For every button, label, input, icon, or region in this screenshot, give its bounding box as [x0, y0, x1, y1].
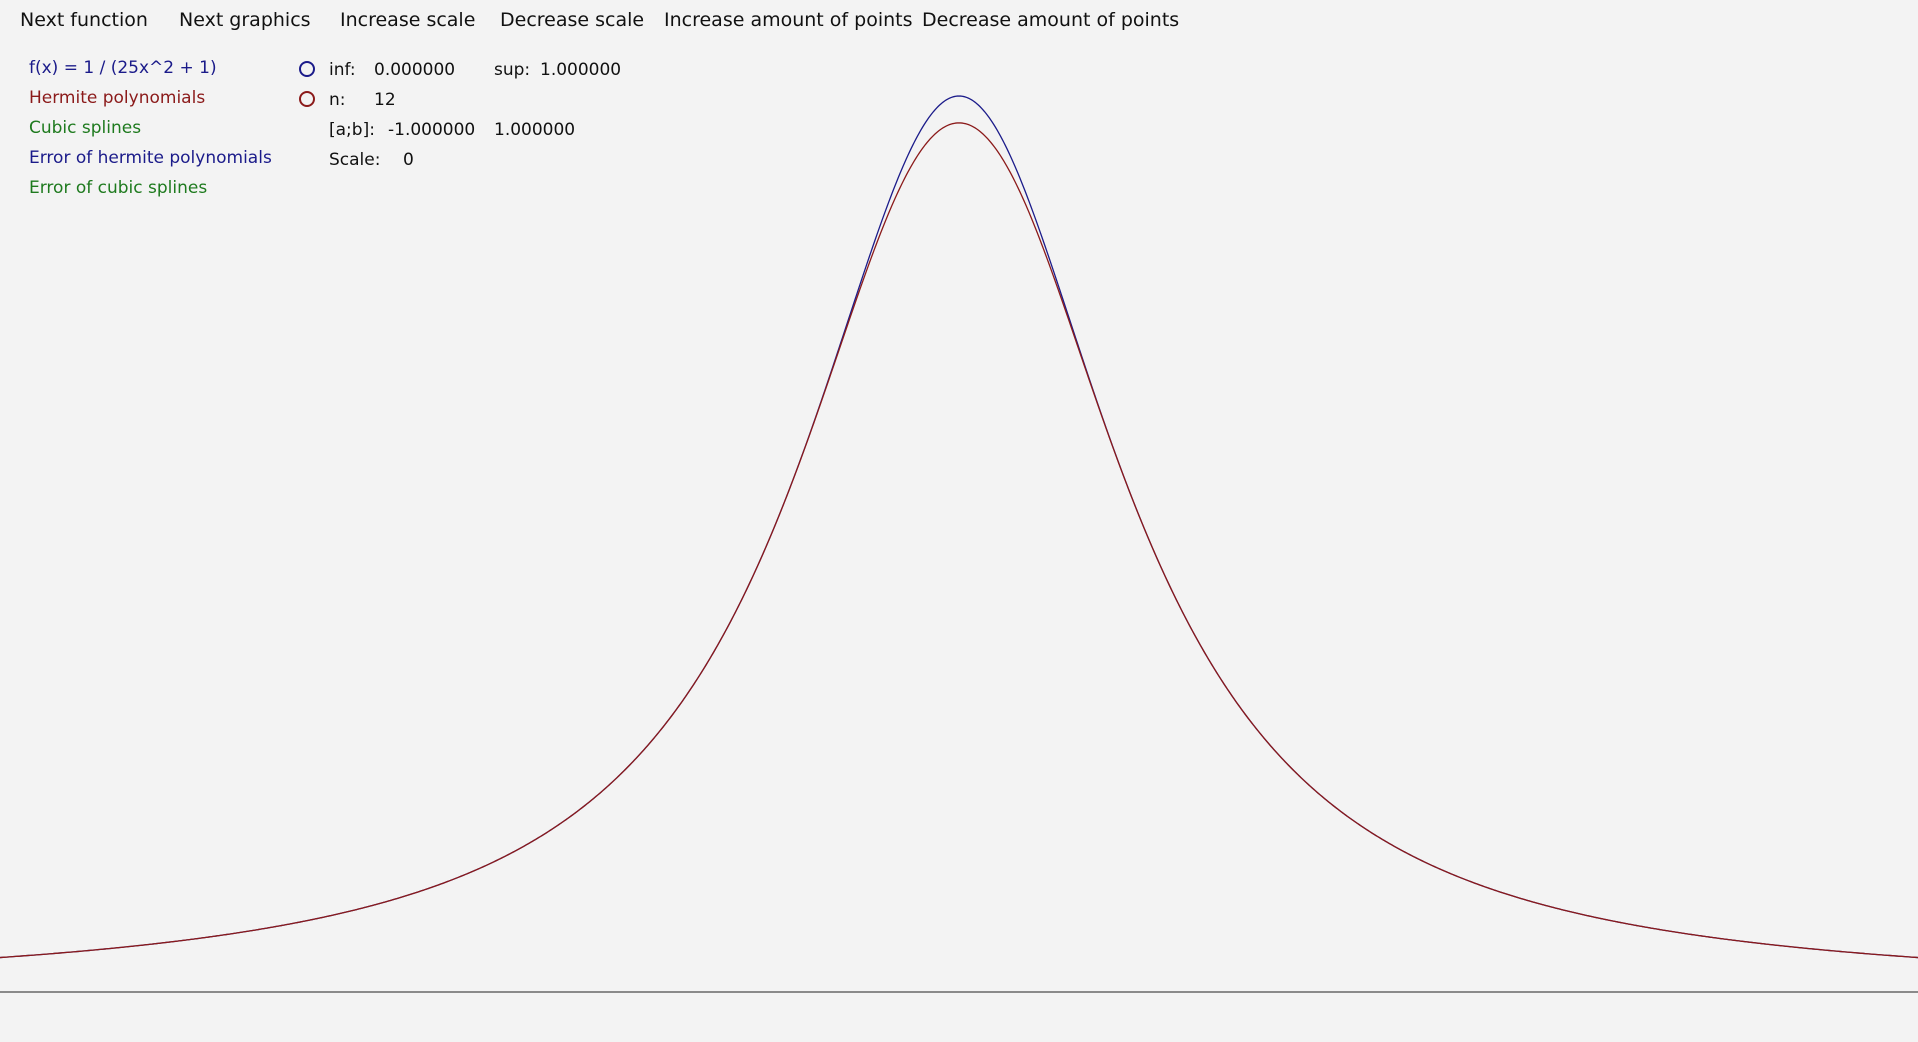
interval-b-value: 1.000000 — [494, 120, 576, 140]
increase-points-button[interactable]: Increase amount of points — [664, 9, 913, 31]
next-graphics-button[interactable]: Next graphics — [179, 9, 311, 31]
interval-label: [a;b]: — [329, 120, 375, 140]
increase-scale-button[interactable]: Increase scale — [340, 9, 476, 31]
next-function-button[interactable]: Next function — [20, 9, 148, 31]
inf-label: inf: — [329, 60, 356, 80]
n-value: 12 — [374, 90, 396, 110]
legend-function[interactable]: f(x) = 1 / (25x^2 + 1) — [29, 58, 217, 78]
sup-label: sup: — [494, 60, 531, 80]
function-curve — [0, 95, 1918, 959]
interval-a-value: -1.000000 — [388, 120, 476, 140]
legend-splines-error[interactable]: Error of cubic splines — [29, 178, 208, 198]
scale-value: 0 — [403, 150, 414, 170]
decrease-points-button[interactable]: Decrease amount of points — [922, 9, 1180, 31]
legend-hermite-error[interactable]: Error of hermite polynomials — [29, 148, 272, 168]
decrease-scale-button[interactable]: Decrease scale — [500, 9, 645, 31]
menu-bar: Next function Next graphics Increase sca… — [0, 0, 1918, 42]
legend-hermite[interactable]: Hermite polynomials — [29, 88, 206, 108]
sup-value: 1.000000 — [540, 60, 622, 80]
legend-splines[interactable]: Cubic splines — [29, 118, 142, 138]
hermite-radio-icon[interactable] — [299, 91, 315, 107]
n-label: n: — [329, 90, 346, 110]
inf-value: 0.000000 — [374, 60, 456, 80]
function-radio-icon[interactable] — [299, 61, 315, 77]
scale-label: Scale: — [329, 150, 381, 170]
hermite-curve — [0, 122, 1918, 959]
